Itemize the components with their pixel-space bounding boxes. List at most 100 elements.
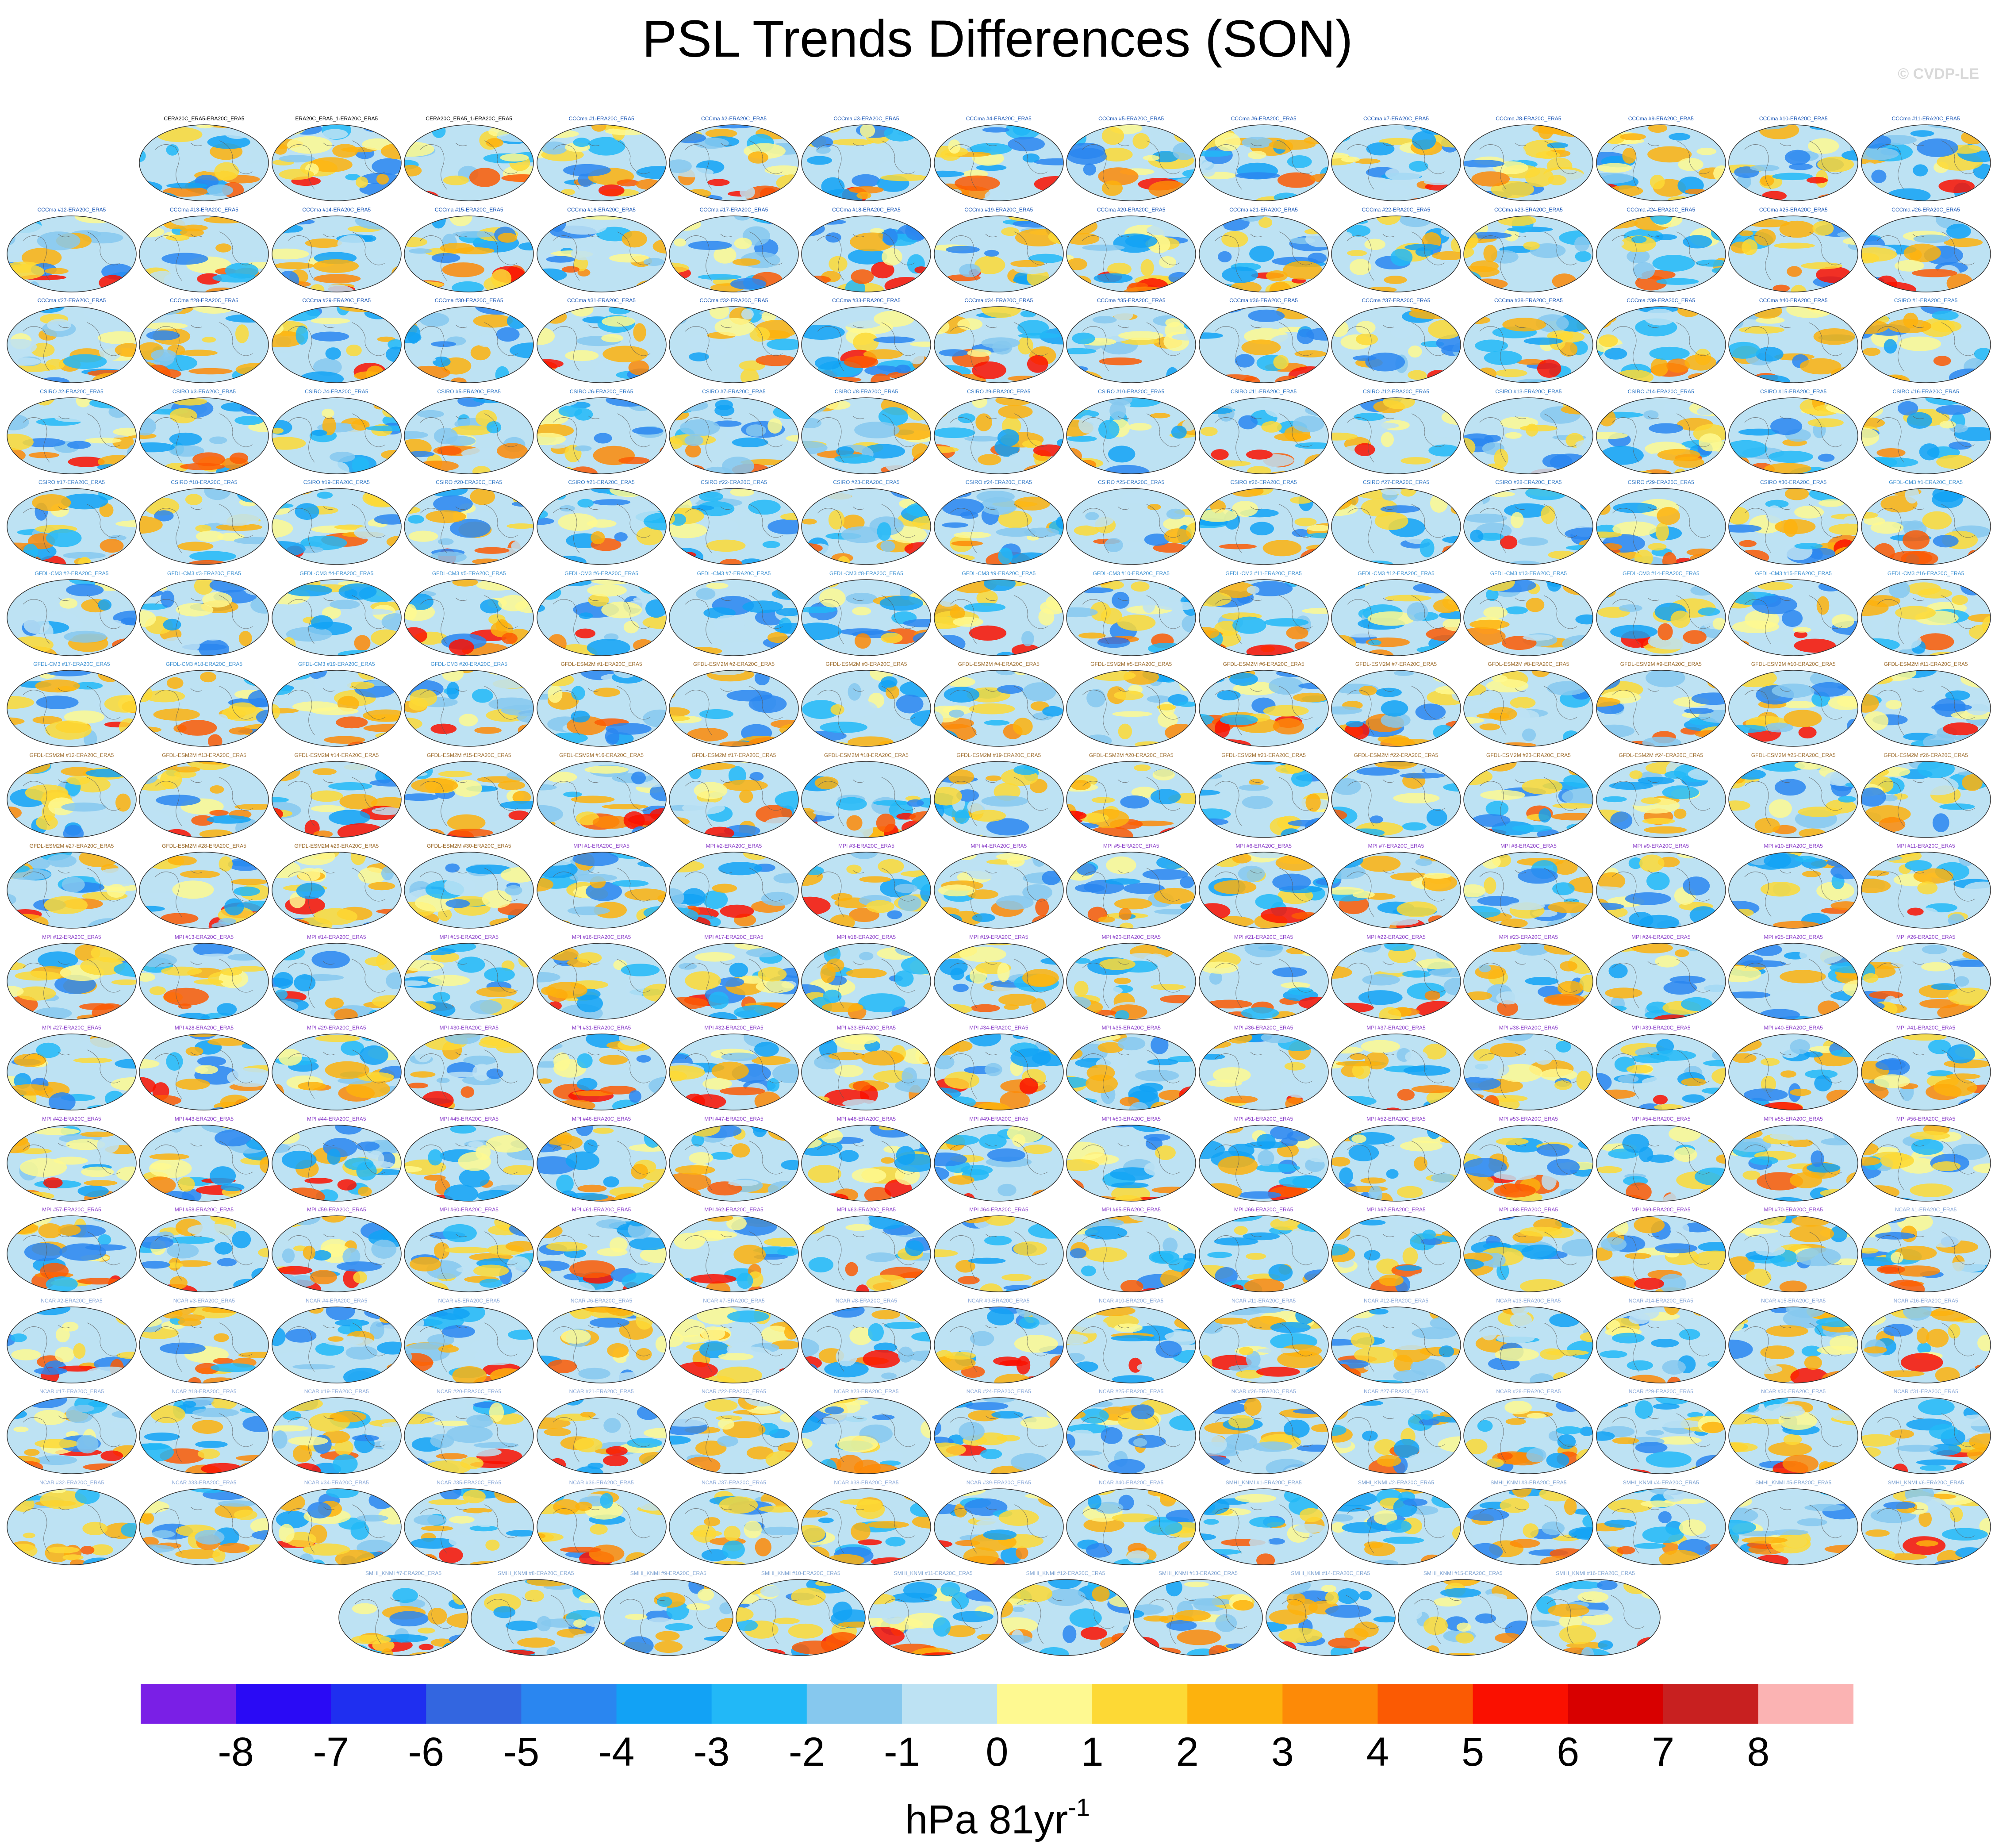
trend-blob (1646, 872, 1670, 891)
trend-blob (452, 579, 478, 587)
trend-blob (204, 488, 231, 500)
trend-blob (305, 238, 342, 248)
map-outline (934, 124, 1064, 201)
trend-blob (146, 330, 180, 341)
trend-blob (156, 794, 201, 806)
trend-blob (1673, 456, 1704, 468)
trend-blob (553, 1052, 570, 1071)
trend-blob (1578, 554, 1593, 563)
world-map (1728, 397, 1858, 474)
trend-blob (1904, 860, 1932, 871)
trend-blob (192, 452, 226, 466)
trend-blob (376, 469, 401, 474)
trend-blob (1118, 331, 1164, 340)
trend-blob (768, 670, 798, 676)
map-panel: MPI #26-ERA20C_ERA5 (1860, 934, 1992, 1025)
map-panel-title: GFDL-ESM2M #19-ERA20C_ERA5 (956, 752, 1041, 758)
trend-blob (572, 852, 619, 866)
map-panel: MPI #17-ERA20C_ERA5 (668, 934, 800, 1025)
world-map (139, 397, 269, 474)
map-panel: CCCma #39-ERA20C_ERA5 (1595, 297, 1727, 388)
trend-blob (154, 510, 174, 522)
trend-blob (445, 1072, 480, 1078)
map-panel: MPI #25-ERA20C_ERA5 (1727, 934, 1860, 1025)
world-map (934, 1033, 1064, 1110)
map-panel-title: CCCma #10-ERA20C_ERA5 (1759, 115, 1828, 122)
trend-blob (762, 468, 798, 474)
map-panel: GFDL-CM3 #16-ERA20C_ERA5 (1860, 570, 1992, 661)
trend-blob (1331, 152, 1349, 159)
trend-blob (1538, 808, 1551, 822)
world-map (139, 215, 269, 292)
map-panel-title: GFDL-CM3 #19-ERA20C_ERA5 (298, 661, 375, 667)
trend-blob (364, 957, 387, 966)
trend-blob (1695, 1012, 1726, 1019)
trend-blob (1390, 324, 1413, 338)
trend-blob (680, 552, 696, 558)
trend-blob (1772, 684, 1815, 698)
world-map (801, 124, 932, 201)
trend-blob (749, 772, 764, 781)
trend-blob (1602, 796, 1627, 802)
trend-blob (1494, 449, 1509, 468)
trend-blob (1861, 147, 1899, 160)
map-panel-title: GFDL-ESM2M #14-ERA20C_ERA5 (294, 752, 379, 758)
trend-blob (1433, 599, 1459, 613)
trend-blob (139, 553, 152, 564)
map-panel: GFDL-ESM2M #30-ERA20C_ERA5 (403, 842, 535, 934)
trend-blob (1817, 193, 1853, 201)
trend-blob (732, 437, 768, 447)
trend-blob (1108, 445, 1136, 462)
trend-blob (248, 422, 269, 432)
trend-blob (66, 776, 90, 785)
trend-blob (779, 740, 798, 746)
map-panel: CSIRO #22-ERA20C_ERA5 (668, 479, 800, 570)
trend-blob (1829, 920, 1856, 928)
trend-blob (1522, 728, 1536, 742)
trend-blob (1696, 407, 1714, 415)
trend-blob (195, 125, 215, 129)
trend-blob (45, 359, 65, 370)
trend-blob (802, 670, 808, 688)
world-map (1331, 124, 1461, 201)
trend-blob (1082, 244, 1125, 251)
trend-blob (813, 488, 852, 506)
map-panel: GFDL-CM3 #7-ERA20C_ERA5 (668, 570, 800, 661)
trend-blob (1358, 990, 1403, 1005)
trend-blob (431, 341, 457, 347)
map-panel-title: MPI #23-ERA20C_ERA5 (1499, 934, 1558, 940)
trend-blob (438, 770, 472, 777)
trend-blob (339, 793, 378, 809)
trend-blob (1415, 858, 1432, 866)
map-outline (7, 215, 137, 292)
map-panel-title: CCCma #20-ERA20C_ERA5 (1097, 206, 1166, 213)
trend-blob (601, 316, 635, 327)
world-map (1861, 488, 1991, 565)
world-map (1596, 306, 1726, 383)
trend-blob (219, 918, 237, 925)
trend-blob (1142, 869, 1189, 880)
world-map (139, 761, 269, 838)
map-panel-title: CCCma #36-ERA20C_ERA5 (1229, 297, 1298, 304)
trend-blob (1436, 917, 1461, 927)
trend-blob (1798, 806, 1842, 817)
trend-blob (1381, 700, 1408, 717)
map-panel-title: MPI #8-ERA20C_ERA5 (1500, 843, 1557, 849)
trend-blob (299, 371, 344, 383)
map-panel-title: CSIRO #5-ERA20C_ERA5 (437, 388, 501, 395)
trend-blob (1179, 672, 1192, 691)
world-map (1331, 397, 1461, 474)
trend-blob (370, 629, 401, 646)
trend-blob (934, 634, 966, 653)
trend-blob (214, 162, 239, 181)
trend-blob (1331, 125, 1348, 132)
trend-blob (844, 356, 879, 369)
trend-blob (1570, 1015, 1588, 1019)
trend-blob (512, 735, 534, 745)
trend-blob (408, 515, 425, 524)
trend-blob (36, 695, 79, 709)
trend-blob (953, 532, 991, 538)
map-panel: CCCma #3-ERA20C_ERA5 (800, 115, 932, 206)
trend-blob (1343, 218, 1368, 224)
trend-blob (1151, 151, 1179, 162)
